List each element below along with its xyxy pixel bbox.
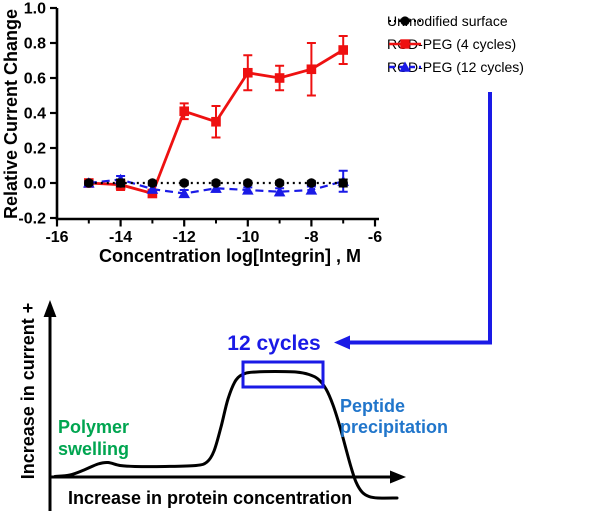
y-tick-label: 0.4	[24, 106, 46, 123]
schematic-x-axis-label: Increase in protein concentration	[68, 488, 352, 508]
series-circle	[84, 178, 349, 188]
x-tick-label: -6	[368, 229, 382, 246]
y-tick-label: -0.2	[18, 211, 46, 228]
marker-square	[211, 116, 221, 127]
marker-square	[274, 73, 285, 83]
marker-circle	[274, 178, 285, 188]
x-tick-label: -14	[109, 229, 132, 246]
marker-triangle	[146, 183, 159, 194]
response-schematic: 12 cycles Polymer swelling Peptide preci…	[18, 300, 448, 511]
legend-label: Unmodified surface	[387, 12, 508, 29]
x-tick-label: -16	[45, 229, 68, 246]
peptide-precipitation-line1: Peptide	[340, 396, 405, 416]
y-tick-label: 1.0	[24, 1, 46, 18]
marker-square	[306, 64, 317, 75]
marker-circle	[338, 178, 349, 188]
marker-square	[179, 106, 189, 117]
polymer-swelling-label: Polymer swelling	[58, 417, 134, 459]
schematic-y-axis-label: Increase in current +	[18, 303, 38, 480]
marker-circle	[84, 178, 94, 188]
x-tick-label: -8	[304, 229, 318, 246]
triangle-marker-icon	[399, 61, 411, 72]
marker-square	[243, 67, 253, 78]
marker-triangle	[242, 184, 254, 195]
x-tick-label: -12	[173, 229, 196, 246]
legend-marker-triangle-icon	[389, 61, 421, 72]
polymer-swelling-line2: swelling	[58, 439, 129, 459]
y-tick-label: 0.6	[24, 71, 46, 88]
marker-circle	[211, 178, 221, 188]
marker-circle	[147, 178, 158, 188]
y-tick-label: 0.8	[24, 36, 46, 53]
x-axis-arrowhead-icon	[390, 470, 406, 484]
twelve-cycles-label: 12 cycles	[227, 332, 320, 355]
plot-area: -0.2 0.0 0.2 0.4 0.6 0.8 1.0 -16 -14 -12 -10 -8 -6	[18, 1, 382, 247]
x-axis-label: Concentration log[Integrin] , M	[99, 246, 361, 266]
marker-triangle	[178, 187, 190, 199]
schematic-curve	[53, 369, 399, 500]
y-tick-label: 0.0	[24, 176, 46, 193]
marker-circle	[179, 178, 189, 188]
plateau-highlight-box	[241, 360, 325, 389]
legend-item-rgd-peg-4-cycles: RGD-PEG (4 cycles)	[387, 32, 524, 55]
square-marker-icon	[400, 38, 410, 49]
marker-triangle	[305, 184, 318, 195]
legend: Unmodified surface RGD-PEG (4 cycles) RG…	[387, 9, 524, 78]
marker-circle	[243, 178, 253, 188]
marker-triangle	[273, 185, 286, 197]
peptide-precipitation-label: Peptide precipitation	[340, 396, 448, 437]
legend-marker-circle-icon	[389, 15, 421, 26]
polymer-swelling-line1: Polymer	[58, 417, 129, 437]
legend-item-unmodified-surface: Unmodified surface	[387, 9, 524, 32]
legend-item-rgd-peg-12-cycles: RGD-PEG (12 cycles)	[387, 55, 524, 78]
legend-marker-square-icon	[389, 38, 421, 49]
series-square	[84, 35, 348, 199]
y-axis-label: Relative Current Change	[1, 9, 21, 219]
x-tick-label: -10	[236, 229, 259, 246]
circle-marker-icon	[400, 15, 410, 26]
y-axis-arrowhead-icon	[43, 300, 57, 317]
peptide-precipitation-line2: precipitation	[340, 417, 448, 437]
marker-circle	[306, 178, 317, 188]
marker-circle	[115, 178, 126, 188]
marker-square	[338, 45, 348, 55]
legend-label: RGD-PEG (12 cycles)	[387, 58, 524, 75]
y-tick-label: 0.2	[24, 141, 46, 158]
legend-label: RGD-PEG (4 cycles)	[387, 35, 517, 52]
